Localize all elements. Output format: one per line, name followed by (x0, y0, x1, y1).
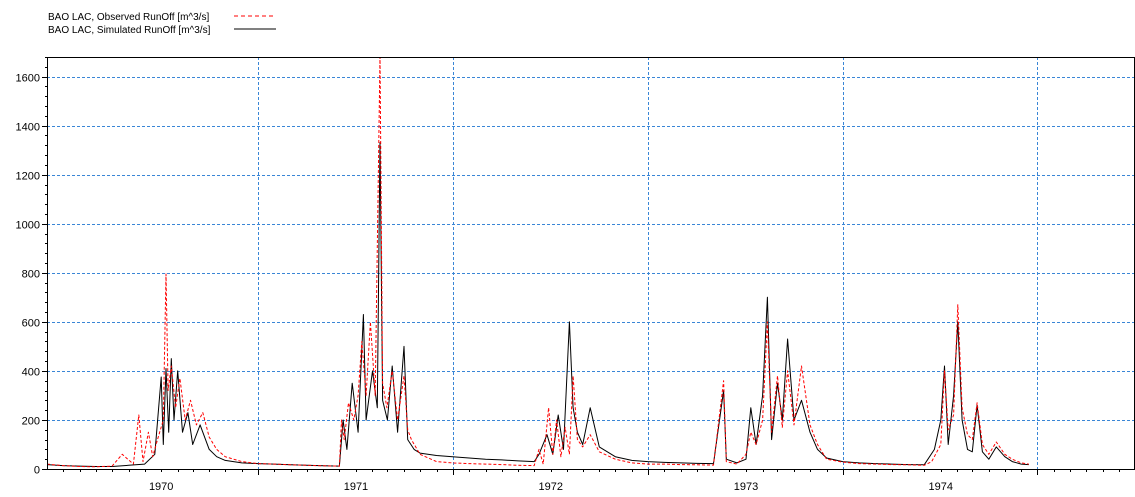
x-tick-label: 1973 (734, 481, 758, 493)
series-layer (47, 57, 1029, 468)
x-tick-label: 1970 (149, 481, 173, 493)
legend-label-simulated: BAO LAC, Simulated RunOff [m^3/s] (48, 25, 211, 36)
x-tick-label: 1971 (344, 481, 368, 493)
x-tick-label: 1972 (538, 481, 562, 493)
gridlines (47, 57, 1135, 469)
legend-label-observed: BAO LAC, Observed RunOff [m^3/s] (48, 12, 209, 23)
y-tick-label: 600 (22, 318, 40, 330)
y-tick-label: 1000 (16, 220, 40, 232)
legend: BAO LAC, Observed RunOff [m^3/s] BAO LAC… (48, 12, 276, 36)
y-tick-label: 1200 (16, 171, 40, 183)
y-tick-label: 200 (22, 416, 40, 428)
y-tick-label: 1600 (16, 73, 40, 85)
y-tick-label: 0 (34, 465, 40, 477)
x-tick-label: 1974 (929, 481, 953, 493)
y-axis: 0 200 400 600 800 1000 1200 1400 1600 (16, 57, 47, 477)
y-tick-label: 400 (22, 367, 40, 379)
y-tick-label: 800 (22, 269, 40, 281)
y-tick-label: 1400 (16, 122, 40, 134)
